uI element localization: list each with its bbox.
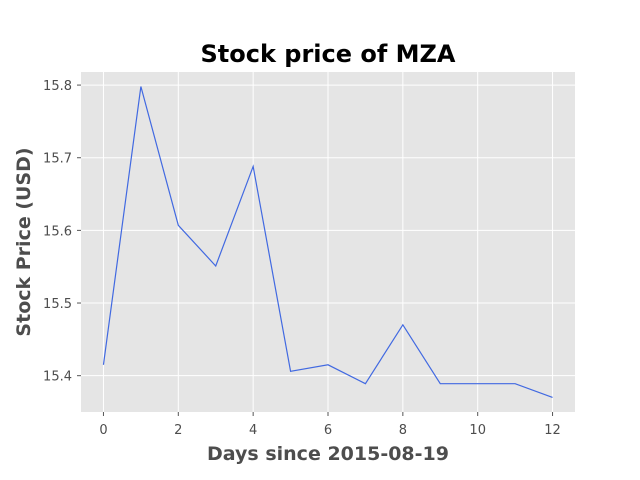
chart-title: Stock price of MZA [200, 40, 455, 68]
series-line [102, 86, 553, 399]
y-tick-label: 15.4 [43, 370, 72, 385]
y-tick-label: 15.6 [43, 224, 72, 239]
x-tick-label: 4 [249, 423, 257, 438]
x-tick-label: 2 [174, 423, 182, 438]
x-tick-label: 12 [544, 423, 561, 438]
grid-lines [81, 72, 575, 412]
x-tick-label: 6 [324, 423, 332, 438]
axis-ticks: 0 2 4 6 8 10 12 15.4 15.5 15.6 15.7 15.8 [43, 79, 561, 438]
x-tick-label: 10 [469, 423, 486, 438]
y-axis-label: Stock Price (USD) [13, 147, 35, 336]
y-tick-label: 15.5 [43, 297, 72, 312]
x-tick-label: 0 [99, 423, 107, 438]
y-tick-label: 15.7 [43, 152, 72, 167]
series-group [102, 86, 553, 399]
y-tick-label: 15.8 [43, 79, 72, 94]
x-tick-label: 8 [399, 423, 407, 438]
x-axis-label: Days since 2015-08-19 [207, 443, 449, 465]
